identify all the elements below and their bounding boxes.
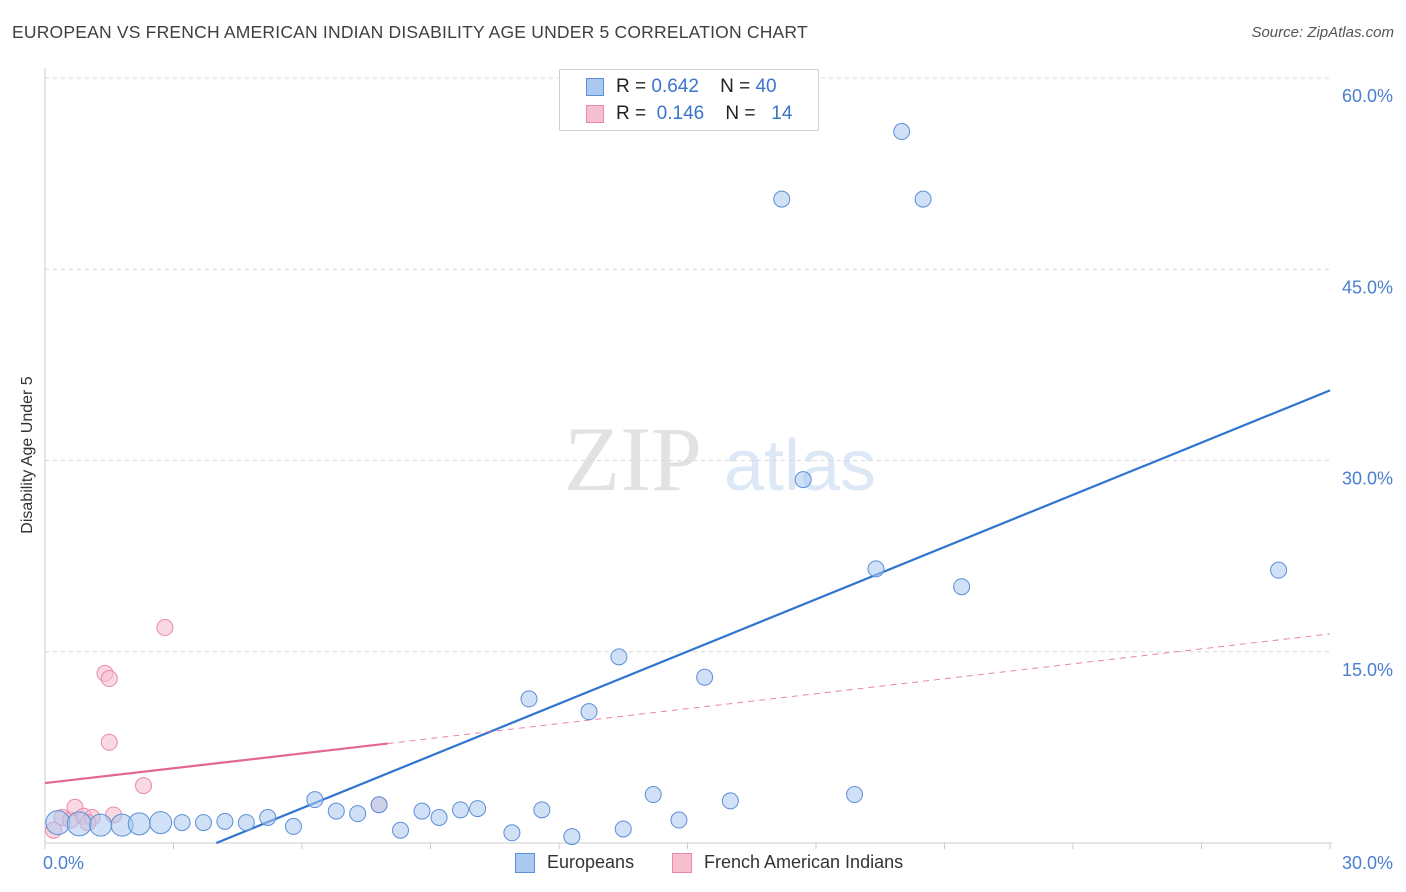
point-europeans	[284, 817, 302, 835]
point-french-american-indians	[100, 733, 118, 751]
point-europeans	[237, 814, 255, 832]
point-europeans	[893, 123, 911, 141]
point-french-american-indians	[135, 777, 153, 795]
point-europeans	[580, 703, 598, 721]
point-french-american-indians	[156, 619, 174, 637]
point-europeans	[670, 811, 688, 829]
point-europeans	[914, 190, 932, 208]
point-europeans	[520, 690, 538, 708]
legend-r-label: R =	[616, 76, 647, 97]
point-europeans	[149, 811, 173, 835]
legend-row-french-american-indians: R = 0.146 N = 14	[586, 102, 792, 126]
y-tick-label: 15.0%	[1342, 660, 1393, 680]
legend-series: Europeans French American Indians	[0, 852, 1406, 878]
legend-swatch-europeans	[515, 852, 535, 873]
legend-n-value: 14	[771, 103, 793, 124]
point-europeans	[846, 786, 864, 804]
point-europeans	[413, 802, 431, 820]
legend-n-label: N =	[720, 76, 751, 97]
legend-label-french-american-indians: French American Indians	[704, 852, 904, 872]
point-europeans	[127, 812, 151, 836]
watermark-zip: ZIP	[564, 408, 702, 510]
legend-swatch-french-american-indians	[586, 105, 604, 123]
x-tick-label: 30.0%	[1342, 853, 1393, 873]
x-tick-label: 0.0%	[43, 853, 84, 873]
watermark-atlas: atlas	[724, 426, 876, 506]
point-europeans	[194, 814, 212, 832]
chart-title: EUROPEAN VS FRENCH AMERICAN INDIAN DISAB…	[12, 22, 808, 42]
point-europeans	[349, 805, 367, 823]
point-europeans	[610, 648, 628, 666]
trendline-europeans	[215, 389, 1331, 845]
grid	[45, 77, 1330, 653]
x-tick-labels: 0.0% 30.0%	[43, 853, 1393, 873]
legend-row-europeans: R = 0.642 N = 40	[586, 75, 777, 99]
legend-r-value: 0.642	[651, 76, 699, 97]
point-europeans	[451, 801, 469, 819]
point-europeans	[696, 668, 714, 686]
legend-n-label: N =	[725, 103, 756, 124]
legend-stats: R = 0.642 N = 40 R = 0.146 N = 14	[559, 69, 819, 131]
point-europeans	[216, 812, 234, 830]
legend-swatch-french-american-indians	[672, 852, 692, 873]
watermark: ZIP atlas	[564, 408, 876, 510]
point-europeans	[773, 190, 791, 208]
x-ticks	[44, 843, 1331, 849]
point-europeans	[173, 814, 191, 832]
point-europeans	[533, 801, 551, 819]
point-europeans	[867, 560, 885, 578]
legend-swatch-europeans	[586, 78, 604, 96]
point-europeans	[430, 809, 448, 826]
y-tick-labels: 15.0% 30.0% 45.0% 60.0%	[1342, 86, 1393, 680]
y-tick-label: 60.0%	[1342, 86, 1393, 106]
point-europeans	[306, 791, 324, 809]
legend-item-french-american-indians: French American Indians	[672, 852, 903, 873]
point-europeans	[45, 810, 71, 836]
point-europeans	[563, 828, 581, 846]
point-europeans	[503, 824, 521, 842]
trendline-french-american-indians	[44, 742, 388, 785]
point-europeans	[469, 800, 487, 818]
point-europeans	[66, 811, 92, 837]
trendline-french-american-indians-extension	[387, 633, 1331, 745]
legend-r-label: R =	[616, 103, 647, 124]
point-europeans	[392, 821, 410, 839]
axes	[44, 68, 1332, 844]
point-europeans	[89, 813, 113, 837]
point-europeans	[721, 792, 739, 810]
legend-n-value: 40	[755, 76, 777, 97]
point-europeans	[259, 809, 277, 826]
point-europeans	[953, 578, 971, 596]
point-europeans	[614, 820, 632, 838]
point-europeans	[794, 471, 812, 489]
point-europeans	[644, 786, 662, 804]
points-europeans	[45, 123, 1288, 846]
legend-label-europeans: Europeans	[547, 852, 635, 872]
point-europeans	[1270, 561, 1288, 579]
y-tick-label: 30.0%	[1342, 469, 1393, 489]
point-europeans	[327, 802, 345, 820]
legend-item-europeans: Europeans	[515, 852, 634, 873]
trendlines	[44, 389, 1331, 845]
point-europeans	[370, 796, 388, 814]
source-label: Source: ZipAtlas.com	[1251, 24, 1394, 41]
y-tick-label: 45.0%	[1342, 277, 1393, 297]
legend-r-value: 0.146	[656, 103, 705, 124]
point-french-american-indians	[100, 670, 118, 688]
